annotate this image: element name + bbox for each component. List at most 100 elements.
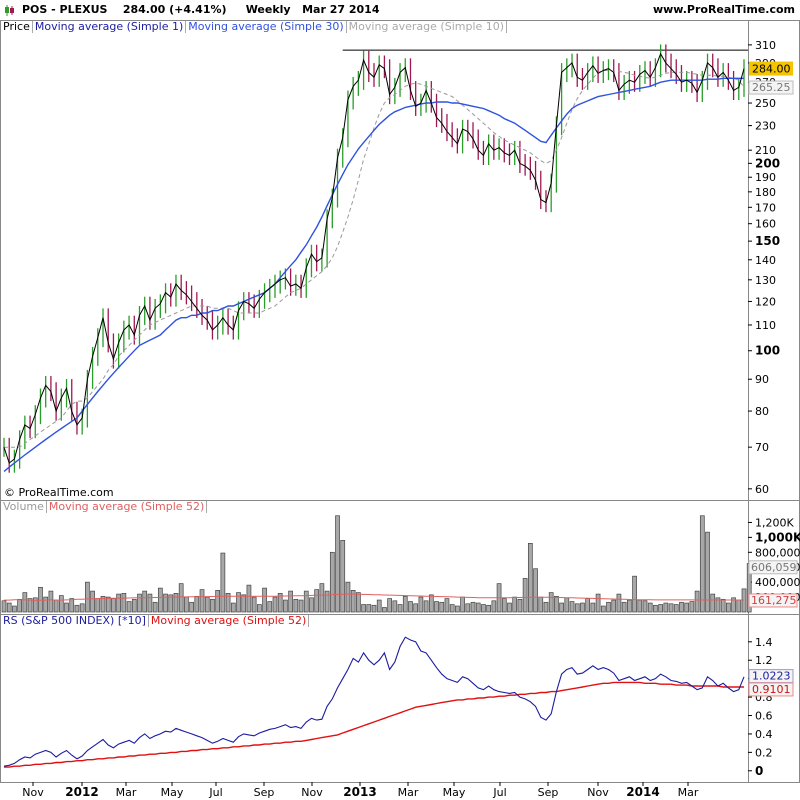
volume-bar [272,596,278,613]
volume-bar [554,595,559,613]
price-tick-label: 310 [755,39,776,52]
volume-bar [105,596,111,613]
volume-bar [350,590,356,613]
period-label: Weekly [245,3,291,16]
volume-bar [470,601,476,613]
legend-volume[interactable]: Volume [1,500,47,513]
volume-last-marker [748,560,798,575]
volume-bar [64,602,69,613]
price-change-label: 284.00 (+4.41%) [122,3,227,16]
rs-line [3,636,745,767]
volume-bar [668,603,674,613]
rs-ma-value-label: 0.9101 [752,683,791,696]
volume-bar [533,568,538,613]
volume-bar [329,551,335,613]
ma30-line [3,77,744,472]
volume-bar [684,602,690,613]
volume-bar [606,601,611,613]
volume-bar [309,597,314,613]
volume-bar [12,605,17,613]
volume-last-label: 606,059 [751,561,797,574]
volume-bar [27,598,33,613]
volume-bar [22,592,28,613]
volume-bar [611,599,617,613]
price-tick-label: 130 [755,274,776,287]
x-axis-label: May [443,786,466,799]
price-legend: Price Moving average (Simple 1) Moving ave… [1,20,508,34]
volume-tick-label: 1,000K [755,530,800,544]
x-axis-label: Mar [116,786,137,799]
price-tick-label: 70 [755,441,769,454]
volume-ma-value-label: 161,275 [751,594,797,607]
rs-ma-marker [748,682,794,697]
volume-bar [455,605,460,613]
rs-tick-label: 1.4 [755,636,773,649]
legend-volume-ma[interactable]: Moving average (Simple 52) [47,500,208,513]
price-tick-label: 190 [755,171,776,184]
volume-bar [152,601,158,613]
volume-bar [439,601,445,613]
volume-bar [194,595,200,613]
volume-bar [225,592,231,613]
volume-bar [418,596,424,613]
volume-bar [715,597,721,613]
volume-bar [215,590,221,613]
legend-ma10[interactable]: Moving average (Simple 10) [347,20,508,33]
volume-bar [298,599,304,613]
candlestick-icon [5,5,14,16]
volume-bar [653,604,658,613]
volume-bar [236,592,241,613]
rs-tick-label: 0 [755,764,763,778]
volume-bar [392,600,398,613]
volume-bar [314,589,320,613]
volume-bar [95,598,101,613]
volume-bar [595,593,601,613]
legend-price[interactable]: Price [1,20,33,33]
volume-bar [116,593,121,613]
volume-bar [283,599,288,613]
volume-bar [460,596,465,613]
x-axis-label: Sep [538,786,559,799]
volume-bar [1,600,7,613]
volume-bar [423,600,429,613]
volume-bar [58,595,64,613]
volume-bar [53,599,59,613]
volume-bar [408,601,413,613]
legend-rs-ma[interactable]: Moving average (Simple 52) [149,614,310,627]
volume-bar [663,602,669,613]
volume-bar [397,604,403,613]
legend-ma1[interactable]: Moving average (Simple 1) [33,20,187,33]
price-tick-label: 210 [755,144,776,157]
volume-bar [356,592,361,613]
volume-bar [267,601,273,613]
x-axis-label: 2013 [343,785,376,799]
x-axis-label: 2012 [65,785,98,799]
volume-bar [694,590,700,613]
volume-bar [220,552,226,613]
volume-bar [178,583,184,613]
price-tick-label: 120 [755,295,776,308]
ma1-line [3,52,745,464]
legend-rs[interactable]: RS (S&P 500 INDEX) [*10] [1,614,149,627]
volume-bar [199,589,205,613]
volume-bar [168,594,174,613]
volume-legend: Volume Moving average (Simple 52) [1,500,208,514]
price-tick-label: 180 [755,186,776,199]
volume-bar [121,592,127,613]
volume-bar [230,602,236,613]
volume-bar [293,598,299,613]
volume-bar [85,581,90,613]
volume-bar [257,604,262,613]
price-tick-label: 140 [755,254,776,267]
volume-bar [501,598,507,613]
site-label[interactable]: www.ProRealTime.com [652,3,795,16]
volume-bar [376,599,382,613]
date-label: Mar 27 2014 [302,3,380,16]
volume-bar [548,592,554,613]
legend-ma30[interactable]: Moving average (Simple 30) [186,20,347,33]
x-axis-label: Jul [492,786,506,799]
volume-bar [731,597,736,613]
chart-header: POS - PLEXUS 284.00 (+4.41%) Weekly Mar … [0,0,800,20]
x-axis-label: Jul [208,786,222,799]
